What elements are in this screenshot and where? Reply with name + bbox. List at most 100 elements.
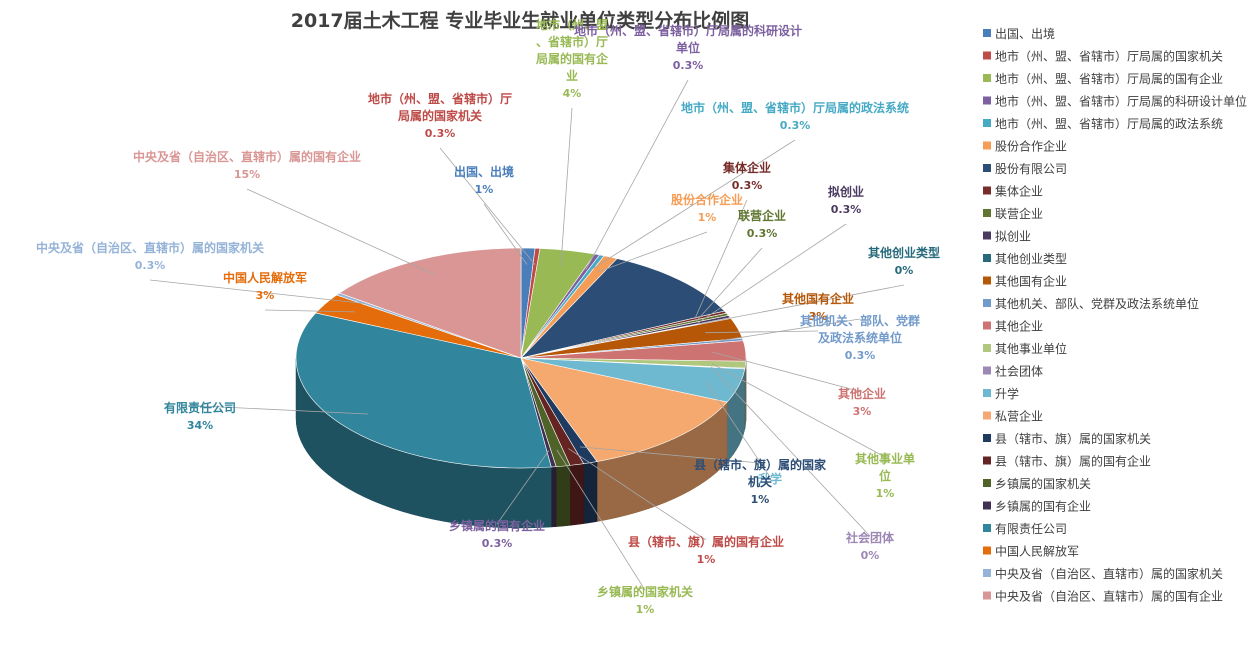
legend-swatch-8 (983, 209, 991, 217)
legend-item-20: 乡镇属的国家机关 (995, 476, 1091, 491)
legend-item-8: 联营企业 (995, 206, 1043, 221)
leader-line-2 (561, 108, 572, 267)
legend-item-6: 股份有限公司 (995, 162, 1067, 176)
data-label-value-19: 1% (697, 553, 716, 566)
data-label-name-18: 机关 (748, 474, 772, 489)
legend-swatch-20 (983, 479, 991, 487)
legend-swatch-1 (983, 52, 991, 60)
data-label-value-21: 0.3% (482, 537, 513, 550)
data-label-value-22: 34% (187, 419, 213, 432)
data-label-name-19: 县（辖市、旗）属的国有企业 (628, 534, 784, 549)
legend-item-11: 其他国有企业 (995, 274, 1067, 289)
legend-swatch-11 (983, 277, 991, 285)
data-label-name-15: 社会团体 (845, 530, 895, 545)
legend-item-1: 地市（州、盟、省辖市）厅局属的国家机关 (995, 49, 1223, 64)
data-label-name-14: 位 (879, 468, 891, 483)
data-label-value-0: 1% (475, 183, 494, 196)
data-label-name-23: 中国人民解放军 (223, 270, 307, 285)
legend-swatch-5 (983, 142, 991, 150)
legend-item-16: 升学 (995, 386, 1019, 401)
data-label-name-13: 其他企业 (838, 386, 886, 401)
data-label-name-8: 联营企业 (738, 208, 786, 223)
legend-swatch-9 (983, 232, 991, 240)
legend-item-9: 拟创业 (995, 230, 1031, 244)
data-label-value-5: 1% (698, 211, 717, 224)
data-label-name-11: 其他国有企业 (782, 291, 854, 306)
data-label-name-20: 乡镇属的国家机关 (597, 584, 693, 599)
legend-item-13: 其他企业 (995, 319, 1043, 334)
data-label-value-18: 1% (751, 493, 770, 506)
data-label-name-21: 乡镇属的国有企业 (449, 518, 545, 533)
legend-swatch-15 (983, 367, 991, 375)
legend-swatch-13 (983, 322, 991, 330)
data-label-value-10: 0% (895, 264, 914, 277)
legend-swatch-6 (983, 164, 991, 172)
legend-item-10: 其他创业类型 (995, 252, 1067, 266)
data-label-value-20: 1% (636, 603, 655, 616)
data-label-name-1: 地市（州、盟、省辖市）厅 (368, 91, 512, 106)
legend-item-23: 中国人民解放军 (995, 544, 1079, 559)
data-label-name-4: 地市（州、盟、省辖市）厅局属的政法系统 (681, 100, 909, 115)
data-label-value-1: 0.3% (425, 127, 456, 140)
legend-swatch-4 (983, 119, 991, 127)
legend-item-19: 县（辖市、旗）属的国有企业 (995, 454, 1151, 469)
legend-item-22: 有限责任公司 (995, 522, 1067, 536)
data-label-name-0: 出国、出境 (454, 164, 514, 179)
legend-swatch-18 (983, 434, 991, 442)
data-label-name-14: 其他事业单 (855, 451, 915, 466)
data-label-value-3: 0.3% (673, 59, 704, 72)
legend-swatch-10 (983, 254, 991, 262)
legend-swatch-16 (983, 389, 991, 397)
legend-item-4: 地市（州、盟、省辖市）厅局属的政法系统 (995, 116, 1223, 131)
data-label-name-2: 业 (566, 68, 578, 83)
data-label-name-7: 集体企业 (722, 160, 771, 175)
data-label-value-24: 0.3% (135, 259, 166, 272)
data-label-name-3: 地市（州、盟、省辖市）厅局属的科研设计 (574, 23, 802, 38)
data-label-value-25: 15% (234, 168, 260, 181)
legend-swatch-14 (983, 344, 991, 352)
pie-slices (296, 248, 746, 468)
data-label-name-3: 单位 (676, 40, 700, 55)
data-label-name-12: 及政法系统单位 (818, 330, 902, 345)
slice-19-side (570, 464, 584, 526)
slice-18-side (584, 462, 597, 524)
data-label-value-2: 4% (563, 87, 582, 100)
legend-item-14: 其他事业单位 (995, 341, 1067, 356)
legend-item-3: 地市（州、盟、省辖市）厅局属的科研设计单位 (995, 94, 1247, 109)
legend-item-15: 社会团体 (995, 364, 1043, 379)
legend-item-5: 股份合作企业 (995, 139, 1067, 154)
legend-item-21: 乡镇属的国有企业 (995, 499, 1091, 514)
slice-21-side (551, 467, 556, 527)
legend-swatch-2 (983, 74, 991, 82)
legend-swatch-21 (983, 502, 991, 510)
data-label-name-10: 其他创业类型 (868, 245, 940, 260)
legend-swatch-22 (983, 524, 991, 532)
data-label-value-23: 3% (256, 289, 275, 302)
legend-swatch-17 (983, 412, 991, 420)
data-label-name-2: 局属的国有企 (536, 51, 609, 66)
leader-line-5 (597, 232, 707, 272)
legend-item-17: 私营企业 (995, 409, 1043, 424)
legend-item-12: 其他机关、部队、党群及政法系统单位 (995, 296, 1199, 311)
data-label-value-4: 0.3% (780, 119, 811, 132)
legend-item-2: 地市（州、盟、省辖市）厅局属的国有企业 (995, 71, 1223, 86)
data-label-value-7: 0.3% (732, 179, 763, 192)
leader-line-25 (247, 189, 435, 275)
data-label-value-13: 3% (853, 405, 872, 418)
data-label-name-24: 中央及省（自治区、直辖市）属的国家机关 (36, 240, 264, 255)
legend-item-0: 出国、出境 (995, 26, 1055, 41)
legend-item-24: 中央及省（自治区、直辖市）属的国家机关 (995, 566, 1223, 581)
data-label-name-25: 中央及省（自治区、直辖市）属的国有企业 (133, 149, 361, 164)
data-label-name-9: 拟创业 (828, 184, 864, 199)
data-label-value-12: 0.3% (845, 349, 876, 362)
leader-line-8 (697, 248, 763, 321)
data-label-value-15: 0% (861, 549, 880, 562)
legend-swatch-25 (983, 592, 991, 600)
legend-item-7: 集体企业 (995, 184, 1043, 199)
legend-swatch-23 (983, 547, 991, 555)
legend: 出国、出境地市（州、盟、省辖市）厅局属的国家机关地市（州、盟、省辖市）厅局属的国… (983, 26, 1247, 604)
data-label-value-14: 1% (876, 487, 895, 500)
slice-20-side (556, 465, 570, 526)
data-label-name-22: 有限责任公司 (164, 400, 236, 415)
